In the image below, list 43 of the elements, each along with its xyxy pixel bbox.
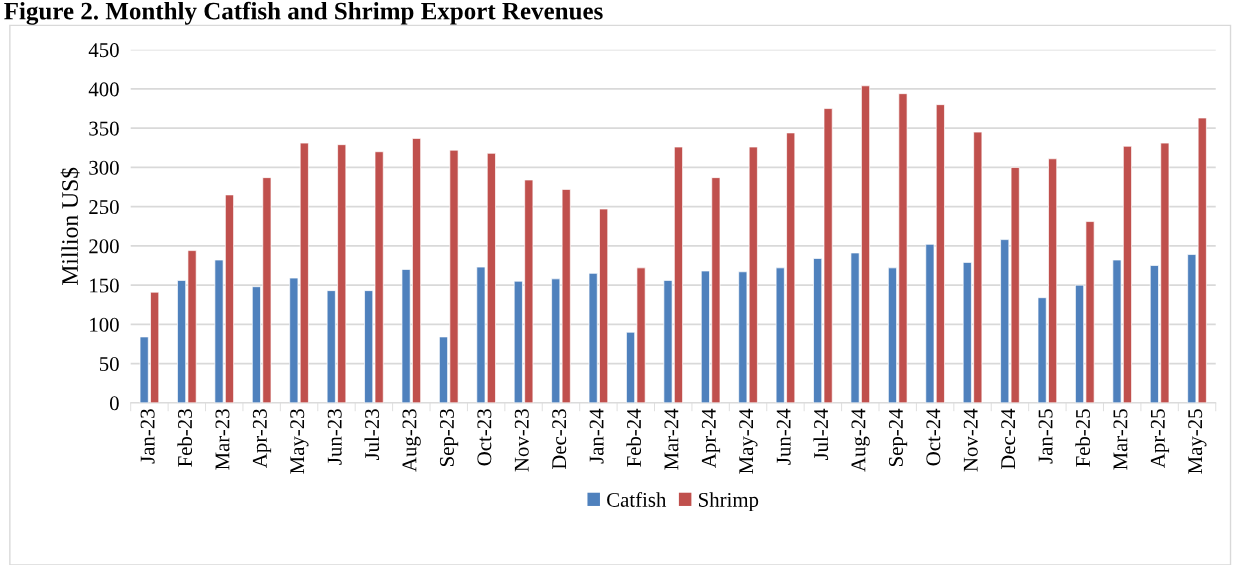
- x-tick-label: Feb-24: [626, 408, 642, 467]
- chart-title: Figure 2. Monthly Catfish and Shrimp Export Revenues: [4, 1, 603, 25]
- legend-label: Shrimp: [699, 492, 759, 512]
- y-tick-label: 50: [99, 356, 119, 372]
- x-tick-label: Mar-23: [215, 409, 230, 470]
- y-tick-label: 150: [90, 278, 119, 293]
- x-tick-label: Oct-23: [477, 409, 492, 466]
- x-tick-label: May-23: [290, 409, 309, 474]
- x-tick-label: Jan-24: [589, 408, 604, 464]
- y-tick-label: 350: [89, 121, 119, 136]
- x-tick-label: Mar-25: [1113, 409, 1128, 470]
- y-tick-label: 100: [90, 317, 119, 332]
- x-tick-label: Feb-25: [1075, 409, 1090, 467]
- x-tick-label: Nov-23: [514, 409, 529, 472]
- x-tick-label: Aug-23: [402, 409, 421, 472]
- y-tick-label: 200: [89, 239, 119, 254]
- x-tick-label: Apr-25: [1150, 409, 1170, 468]
- x-tick-label: Jan-25: [1038, 409, 1053, 464]
- y-tick-label: 400: [88, 82, 119, 97]
- x-tick-label: Jul-23: [364, 409, 380, 461]
- x-tick-label: Sep-23: [439, 409, 459, 467]
- legend-label: Catfish: [607, 492, 667, 507]
- y-axis-title: Million US$: [60, 167, 80, 285]
- x-tick-label: Apr-24: [701, 408, 721, 468]
- x-tick-label: Feb-23: [177, 409, 193, 467]
- x-tick-label: Dec-24: [1001, 408, 1016, 470]
- y-tick-label: 450: [88, 43, 119, 58]
- x-tick-label: Jul-24: [813, 408, 829, 461]
- y-tick-label: 250: [89, 200, 119, 215]
- x-tick-label: Nov-24: [963, 408, 978, 472]
- x-tick-label: May-24: [739, 408, 758, 474]
- x-tick-label: May-25: [1188, 409, 1207, 474]
- x-tick-label: Jun-24: [776, 408, 791, 465]
- x-tick-label: Apr-23: [252, 409, 272, 468]
- y-tick-label: 300: [89, 160, 119, 175]
- x-tick-label: Dec-23: [552, 409, 567, 470]
- y-tick-label: 0: [109, 396, 119, 411]
- x-tick-label: Oct-24: [926, 408, 941, 466]
- x-tick-label: Sep-24: [888, 408, 908, 467]
- x-tick-label: Aug-24: [851, 408, 870, 472]
- x-tick-label: Mar-24: [664, 408, 679, 470]
- x-tick-label: Jan-23: [140, 409, 155, 464]
- x-tick-label: Jun-23: [327, 409, 342, 465]
